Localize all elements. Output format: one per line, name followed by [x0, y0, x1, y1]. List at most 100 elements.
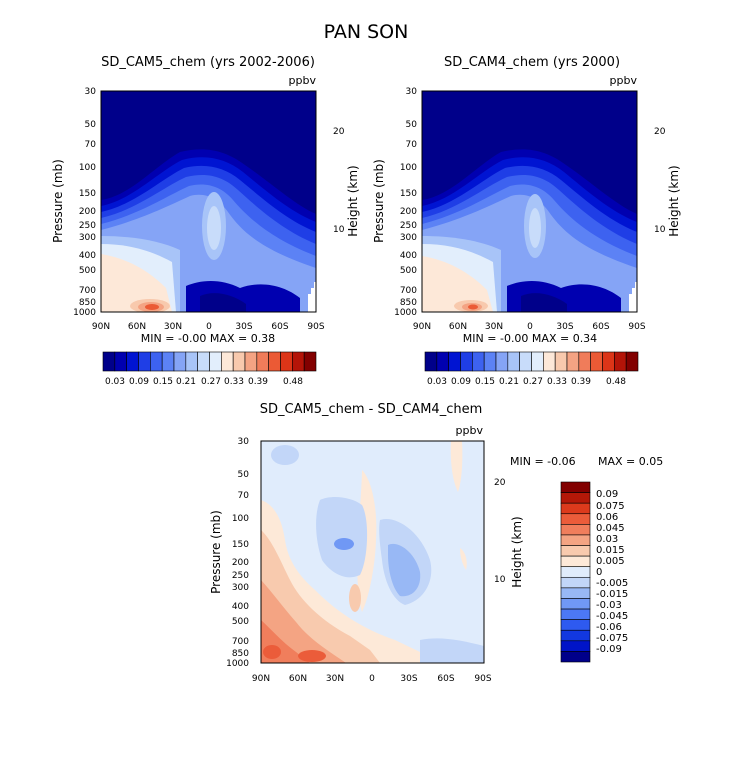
- colorbar-label: -0.09: [596, 644, 622, 655]
- colorbar-swatch: [448, 351, 461, 372]
- x-tick: 30S: [235, 322, 252, 332]
- colorbar-swatch: [560, 619, 591, 631]
- panel-cam5-colorbar: [102, 351, 317, 372]
- y-tick: 850: [400, 298, 417, 308]
- colorbar-swatch: [232, 351, 246, 372]
- x-tick: 0: [369, 674, 375, 684]
- y-tick: 100: [232, 514, 249, 524]
- y-tick: 150: [79, 189, 96, 199]
- x-tick: 90N: [92, 322, 110, 332]
- colorbar-swatch: [173, 351, 187, 372]
- y-tick: 400: [79, 251, 96, 261]
- colorbar-label: 0.27: [201, 377, 221, 387]
- panel-diff-y2-ticks: 20 10: [494, 478, 506, 585]
- colorbar-label: 0.045: [596, 523, 625, 534]
- panel-diff-title: SD_CAM5_chem - SD_CAM4_chem: [260, 402, 483, 417]
- panel-cam4-title: SD_CAM4_chem (yrs 2000): [444, 55, 620, 70]
- x-tick: 60N: [449, 322, 467, 332]
- panel-diff-x-ticks: 90N 60N 30N 0 30S 60S 90S: [252, 674, 492, 684]
- colorbar-swatch: [560, 492, 591, 504]
- colorbar-swatch: [560, 587, 591, 599]
- panel-cam5-colorbar-labels: 0.03 0.09 0.15 0.21 0.27 0.33 0.39 0.48: [105, 377, 303, 387]
- colorbar-swatch: [560, 513, 591, 525]
- panel-cam5-units: ppbv: [289, 74, 317, 87]
- x-tick: 90S: [307, 322, 324, 332]
- colorbar-swatch: [560, 598, 591, 610]
- panel-diff-field: [261, 441, 484, 663]
- colorbar-swatch: [161, 351, 175, 372]
- colorbar-label: 0.015: [596, 545, 625, 556]
- colorbar-swatch: [519, 351, 532, 372]
- x-tick: 60S: [271, 322, 288, 332]
- colorbar-swatch: [560, 534, 591, 546]
- colorbar-swatch: [560, 502, 591, 515]
- colorbar-label: 0.005: [596, 556, 625, 567]
- colorbar-swatch: [138, 351, 151, 372]
- x-tick: 90N: [252, 674, 270, 684]
- panel-cam5-field: [101, 91, 316, 312]
- y-tick: 400: [400, 251, 417, 261]
- y-tick: 200: [232, 558, 249, 568]
- colorbar-label: 0.09: [596, 489, 618, 500]
- colorbar-swatch: [244, 351, 258, 372]
- colorbar-swatch: [590, 351, 603, 372]
- colorbar-swatch: [292, 351, 305, 372]
- panel-diff: SD_CAM5_chem - SD_CAM4_chem ppbv: [209, 402, 663, 684]
- x-tick: 60S: [592, 322, 609, 332]
- y-tick: 700: [79, 286, 96, 296]
- y-tick: 50: [238, 470, 250, 480]
- panel-diff-units: ppbv: [456, 424, 484, 437]
- colorbar-swatch: [268, 351, 281, 372]
- panel-cam5: SD_CAM5_chem (yrs 2002-2006) ppbv: [51, 55, 360, 387]
- y-tick: 250: [79, 221, 96, 231]
- x-tick: 90S: [628, 322, 645, 332]
- colorbar-swatch: [495, 351, 509, 372]
- colorbar-swatch: [614, 351, 627, 372]
- y-tick: 700: [400, 286, 417, 296]
- colorbar-swatch: [102, 351, 116, 372]
- y-tick: 200: [79, 207, 96, 217]
- colorbar-swatch: [554, 351, 568, 372]
- colorbar-swatch: [578, 351, 591, 372]
- panel-cam4-y2-ticks: 20 10: [654, 127, 666, 235]
- y-tick: 50: [406, 120, 418, 130]
- panel-cam5-x-ticks: 90N 60N 30N 0 30S 60S 90S: [92, 322, 325, 332]
- y-tick: 1000: [73, 308, 96, 318]
- y-tick: 300: [79, 233, 96, 243]
- colorbar-swatch: [560, 566, 591, 578]
- y-tick: 30: [406, 87, 418, 97]
- y-tick: 30: [238, 437, 250, 447]
- panel-cam4-stats: MIN = -0.00 MAX = 0.34: [463, 332, 597, 345]
- panel-diff-stats-min: MIN = -0.06: [510, 455, 576, 468]
- y-tick: 70: [85, 140, 97, 150]
- y-tick: 700: [232, 637, 249, 647]
- colorbar-label: -0.015: [596, 589, 628, 600]
- panel-diff-ylabel: Pressure (mb): [209, 510, 223, 594]
- colorbar-swatch: [114, 351, 127, 372]
- y2-tick: 20: [654, 127, 666, 137]
- colorbar-swatch: [531, 351, 544, 372]
- colorbar-swatch: [560, 555, 591, 568]
- colorbar-label: -0.06: [596, 622, 622, 633]
- panel-cam4-colorbar-labels: 0.03 0.09 0.15 0.21 0.27 0.33 0.39 0.48: [427, 377, 626, 387]
- y-tick: 70: [238, 491, 250, 501]
- x-tick: 30N: [485, 322, 503, 332]
- y-tick: 300: [232, 583, 249, 593]
- colorbar-swatch: [150, 351, 163, 372]
- panel-cam4-field: [422, 91, 637, 312]
- panel-cam5-y2label: Height (km): [346, 165, 360, 236]
- y-tick: 100: [79, 163, 96, 173]
- y-tick: 850: [232, 649, 249, 659]
- y-tick: 100: [400, 163, 417, 173]
- panel-cam4-y2label: Height (km): [667, 165, 681, 236]
- y2-tick: 10: [494, 575, 506, 585]
- colorbar-swatch: [209, 351, 222, 372]
- colorbar-label: -0.075: [596, 633, 628, 644]
- y-tick: 500: [232, 617, 249, 627]
- panel-cam5-title: SD_CAM5_chem (yrs 2002-2006): [101, 55, 315, 70]
- y2-tick: 20: [333, 127, 345, 137]
- colorbar-swatch: [472, 351, 485, 372]
- panel-diff-colorbar-labels: 0.09 0.075 0.06 0.045 0.03 0.015 0.005 0…: [596, 489, 628, 655]
- y-tick: 500: [79, 266, 96, 276]
